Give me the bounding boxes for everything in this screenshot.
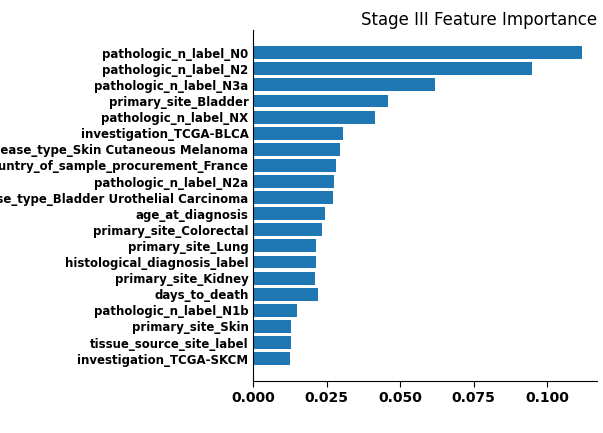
Bar xyxy=(253,239,317,252)
Bar xyxy=(253,223,322,236)
Bar xyxy=(253,191,333,204)
Bar xyxy=(253,78,435,91)
Bar xyxy=(253,288,318,301)
Bar xyxy=(253,62,532,75)
Bar xyxy=(253,271,315,284)
Bar xyxy=(253,255,317,268)
Text: Stage III Feature Importance: Stage III Feature Importance xyxy=(361,11,597,29)
Bar xyxy=(253,304,297,317)
Bar xyxy=(253,175,334,188)
Bar xyxy=(253,159,335,172)
Bar xyxy=(253,94,388,107)
Bar xyxy=(253,127,343,140)
Bar xyxy=(253,352,290,365)
Bar xyxy=(253,111,375,123)
Bar xyxy=(253,320,291,333)
Bar xyxy=(253,143,340,156)
Bar xyxy=(253,207,325,220)
Bar xyxy=(253,336,291,349)
Bar xyxy=(253,46,582,59)
